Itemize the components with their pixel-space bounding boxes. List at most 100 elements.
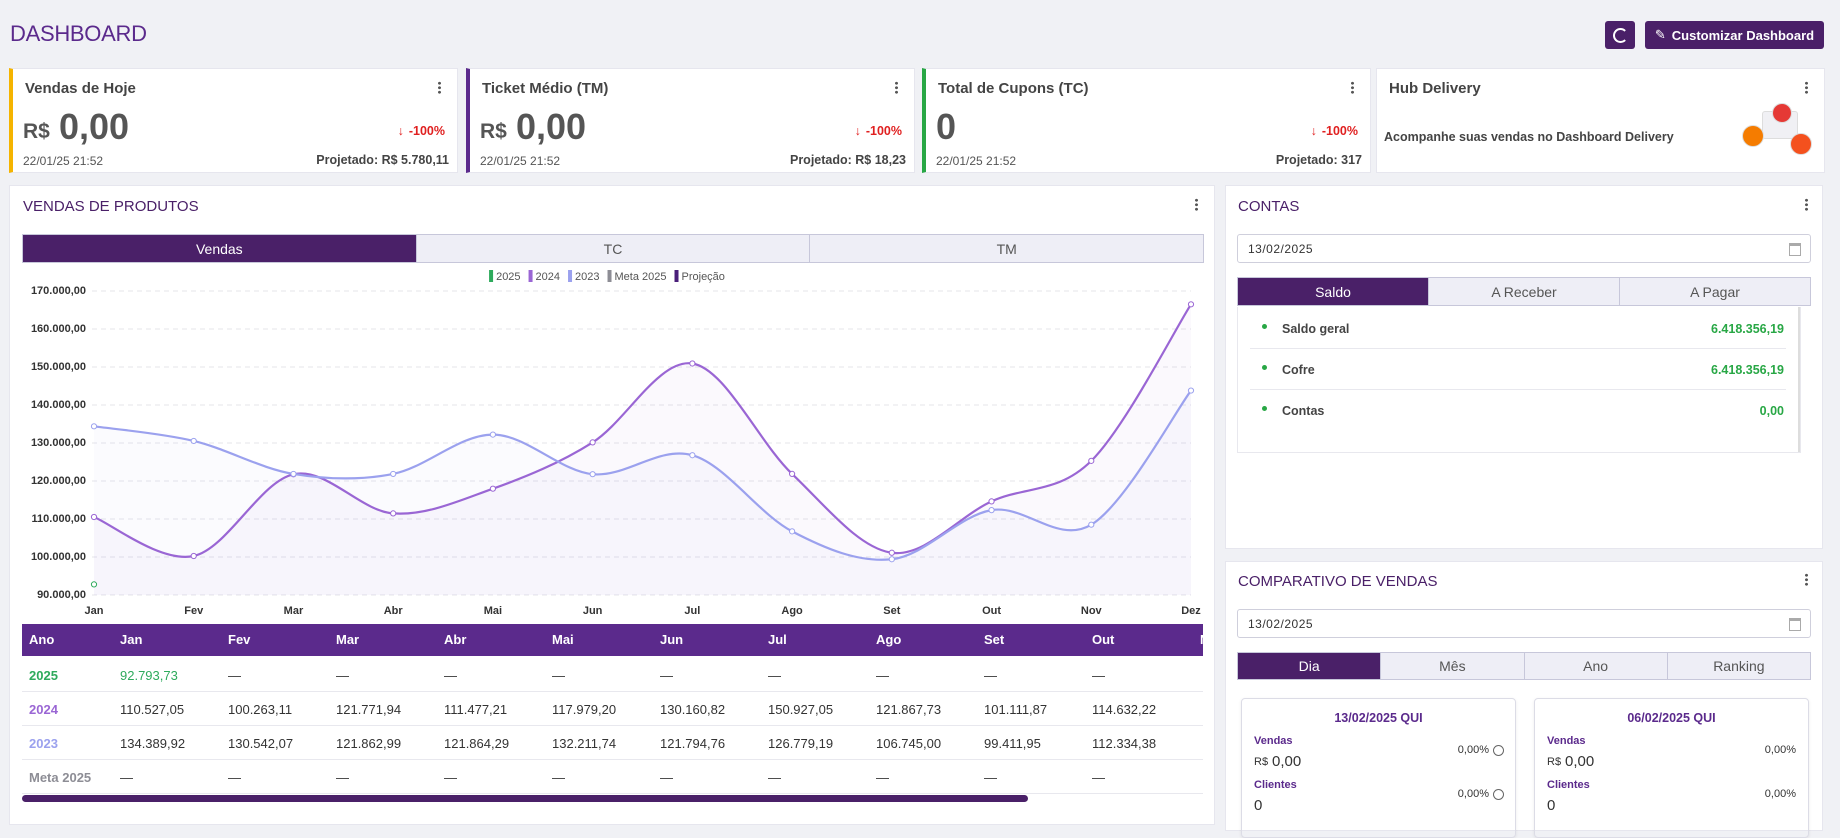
cell: — xyxy=(768,668,781,683)
x-tick-label: Jul xyxy=(684,605,700,617)
menu[interactable] xyxy=(1351,81,1354,94)
row-label: Meta 2025 xyxy=(29,770,92,785)
cell: 92.793,73 xyxy=(120,668,178,683)
point xyxy=(390,470,397,478)
menu[interactable] xyxy=(1195,198,1198,211)
legend-swatch xyxy=(674,270,679,282)
legend-label: 2023 xyxy=(575,271,599,283)
point xyxy=(190,437,197,445)
currency: R$ xyxy=(480,120,507,143)
point xyxy=(489,485,497,492)
line xyxy=(93,389,1192,561)
customize-button[interactable]: ✎ Customizar Dashboard xyxy=(1645,21,1824,49)
cell: 117.979,20 xyxy=(552,702,617,717)
card-title: Hub Delivery xyxy=(1389,80,1481,97)
x-tick-label: Ago xyxy=(781,605,803,617)
account-value: 6.418.356,19 xyxy=(1711,363,1784,377)
menu[interactable] xyxy=(1805,81,1808,94)
point xyxy=(988,507,995,514)
y-tick-label: 90.000,00 xyxy=(37,589,86,601)
header-cell: Abr xyxy=(444,632,467,647)
product-sales-panel: VENDAS DE PRODUTOS Vendas TC TM xyxy=(9,185,1215,825)
scroll-track xyxy=(1798,307,1800,452)
cell: — xyxy=(336,770,349,785)
projected: Projetado: 317 xyxy=(1275,153,1362,167)
tab[interactable]: Ranking xyxy=(1666,653,1810,679)
tab-bar: Vendas TC TM xyxy=(22,234,1204,263)
accounts-list: Saldo geral 6.418.356,19 Cofre 6.418.356,19… xyxy=(1237,307,1801,453)
date-input[interactable]: 13/02/2025 xyxy=(1237,234,1811,263)
refresh-button[interactable] xyxy=(1605,21,1635,49)
cell: 121.864,29 xyxy=(444,736,510,751)
tab[interactable]: Dia xyxy=(1238,653,1381,679)
change: ↓ -100% xyxy=(855,124,902,138)
y-tick-label: 130.000,00 xyxy=(31,437,86,449)
cell: 121.771,94 xyxy=(336,702,402,717)
point xyxy=(190,552,197,560)
kpi-card: Total de Cupons (TC) 0 ↓ -100% 22/01/25 21:5… xyxy=(922,68,1371,173)
card-title: Vendas de Hoje xyxy=(25,80,136,97)
menu[interactable] xyxy=(1805,573,1808,586)
point xyxy=(1088,521,1095,528)
header-cell: Mar xyxy=(336,632,360,647)
tab[interactable]: TC xyxy=(415,235,810,262)
x-tick-label: Fev xyxy=(184,605,204,617)
row-divider xyxy=(22,691,1203,692)
page: DASHBOARD ✎ Customizar Dashboard VENDAS D… xyxy=(9,21,1825,838)
calendar-icon xyxy=(1789,243,1801,256)
tab[interactable]: A Pagar xyxy=(1619,278,1810,305)
scrollbar[interactable] xyxy=(22,795,1028,802)
currency: R$ xyxy=(1254,756,1269,768)
cell: — xyxy=(336,668,349,683)
row-label: 2023 xyxy=(29,736,58,751)
metric-value: 0,00 xyxy=(1565,753,1595,770)
header-cell: Ano xyxy=(29,632,55,647)
menu[interactable] xyxy=(1805,198,1808,211)
point xyxy=(90,423,98,430)
metric-label: Vendas xyxy=(1254,735,1293,747)
header-cell: Out xyxy=(1092,632,1115,647)
tab[interactable]: Ano xyxy=(1523,653,1667,679)
tab[interactable]: Vendas xyxy=(23,235,416,262)
chart: 90.000,00 100.000,00 110.000,00 120.000,00 1… xyxy=(31,270,1201,617)
point xyxy=(1187,387,1195,394)
card-date: 22/01/25 21:52 xyxy=(23,154,104,168)
menu[interactable] xyxy=(895,81,898,94)
x-tick-label: Dez xyxy=(1181,605,1201,617)
point xyxy=(489,431,497,438)
card-value: 0,00 xyxy=(516,106,587,147)
cell: 130.160,82 xyxy=(660,702,726,717)
accounts-panel: CONTAS 13/02/2025 Saldo A Receber A Pagar Sa… xyxy=(1225,185,1823,549)
illustration-shape xyxy=(1790,133,1812,155)
tab[interactable]: TM xyxy=(809,235,1204,262)
x-tick-label: Set xyxy=(883,605,900,617)
cell: 134.389,92 xyxy=(120,736,186,751)
tab[interactable]: Mês xyxy=(1380,653,1524,679)
point xyxy=(90,581,98,588)
metric-value: 0 xyxy=(1254,797,1263,814)
change-value: -100% xyxy=(408,124,445,138)
cell: 100.263,11 xyxy=(228,702,293,717)
legend: 2025 2024 2023 Meta 2025 Projeção xyxy=(489,270,725,283)
card-date: 13/02/2025 QUI xyxy=(1334,711,1423,725)
sales-table: AnoJanFevMarAbrMaiJunJulAgoSetOutNovDez2… xyxy=(22,624,1203,794)
currency: R$ xyxy=(23,120,50,143)
cell: — xyxy=(660,668,673,683)
menu[interactable] xyxy=(438,81,441,94)
change: ↓ -100% xyxy=(398,124,445,138)
cell: 114.632,22 xyxy=(1092,702,1157,717)
metric-value: 0,00 xyxy=(1272,753,1302,770)
tab[interactable]: Saldo xyxy=(1238,278,1428,305)
tab[interactable]: A Receber xyxy=(1428,278,1619,305)
x-tick-label: Jan xyxy=(85,605,104,617)
cell: — xyxy=(876,770,889,785)
date-input[interactable]: 13/02/2025 xyxy=(1237,609,1811,638)
header-cell: Set xyxy=(984,632,1005,647)
point xyxy=(788,470,796,478)
sales-comparison-panel: COMPARATIVO DE VENDAS 13/02/2025 Dia Mês An… xyxy=(1225,561,1823,838)
cell: — xyxy=(552,770,565,785)
metric-pct: 0,00% xyxy=(1457,788,1489,800)
y-tick-label: 150.000,00 xyxy=(31,361,86,373)
cell: — xyxy=(660,770,673,785)
point xyxy=(888,556,895,563)
